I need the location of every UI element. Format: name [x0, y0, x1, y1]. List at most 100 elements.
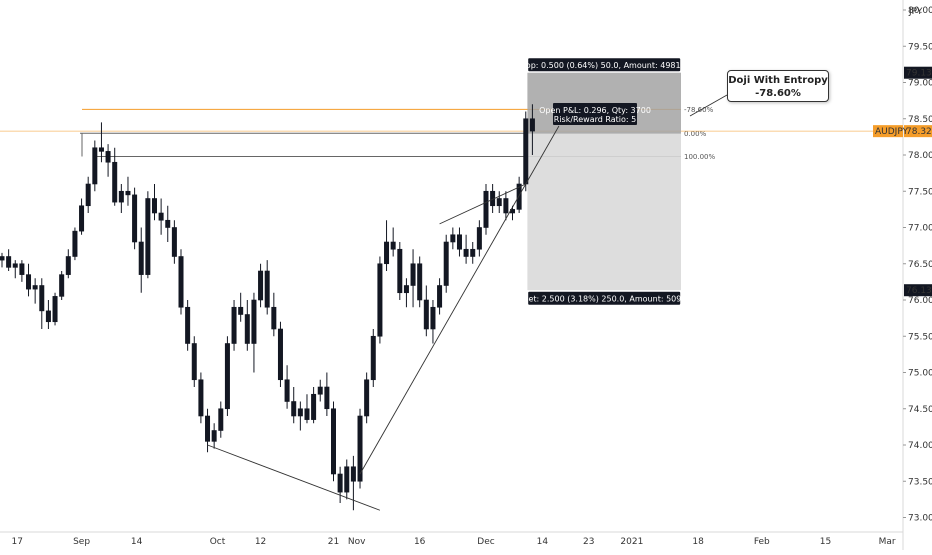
stop-price-tag-bg — [904, 66, 932, 79]
stop-price-tag: 79.135 — [906, 69, 932, 79]
candle-body-57 — [377, 263, 383, 337]
time-tick-label-5: 21 — [328, 537, 339, 547]
target-label-line-0: Target: 2.500 (3.18%) 250.0, Amount: 509… — [511, 295, 697, 304]
candle-body-0 — [0, 256, 5, 261]
candle-body-19 — [125, 190, 131, 196]
price-tick-label-2: 74.00 — [908, 441, 932, 451]
level-label-2: 100.00% — [684, 153, 715, 161]
price-tick-label-3: 74.50 — [908, 405, 932, 415]
candle-body-70 — [463, 248, 469, 257]
trend-lines — [207, 94, 728, 511]
candle-body-40 — [264, 270, 270, 308]
candle-body-25 — [165, 219, 171, 228]
candle-body-21 — [138, 241, 144, 275]
candle-body-30 — [198, 379, 204, 417]
time-tick-label-9: 14 — [537, 537, 549, 547]
candle-body-42 — [277, 328, 283, 381]
candle-body-23 — [151, 198, 157, 214]
candle-body-12 — [79, 205, 85, 232]
last-price-tag-bg — [904, 125, 932, 138]
candle-body-62 — [410, 263, 416, 286]
time-tick-label-15: Mar — [879, 537, 896, 547]
candle-body-11 — [72, 230, 78, 257]
price-tick-label-11: 78.50 — [908, 115, 932, 125]
candle-body-79 — [523, 118, 529, 185]
time-tick-label-3: Oct — [210, 537, 226, 547]
trend-line-2 — [439, 183, 526, 225]
price-tick-label-7: 76.50 — [908, 260, 932, 270]
time-tick-label-0: 17 — [12, 537, 23, 547]
trend-line-0 — [207, 444, 381, 511]
candle-body-73 — [483, 190, 489, 228]
position-tool[interactable] — [527, 72, 681, 291]
target-price-tag-bg — [904, 284, 932, 297]
candle-body-24 — [158, 212, 164, 221]
pnl-label-line-1: Risk/Reward Ratio: 5 — [554, 115, 636, 124]
candle-body-3 — [19, 263, 25, 275]
time-tick-label-6: Nov — [348, 537, 366, 547]
price-tick-label-8: 77.00 — [908, 224, 932, 234]
candle-body-53 — [350, 466, 356, 482]
candle-body-60 — [397, 248, 403, 294]
candle-body-7 — [45, 310, 51, 323]
candle-body-54 — [357, 415, 363, 482]
fib-levels: -78.60% 0.00% 100.00% — [0, 106, 903, 161]
pnl-label-line-0: Open P&L: 0.296, Qty: 3700 — [539, 106, 651, 115]
price-tick-label-0: 73.00 — [908, 514, 932, 524]
candle-body-36 — [238, 306, 244, 315]
candle-body-37 — [244, 314, 250, 344]
candle-body-2 — [12, 263, 18, 268]
candle-body-16 — [105, 151, 111, 163]
target-price-tag: 76.135 — [906, 286, 932, 296]
candle-body-80 — [529, 118, 535, 132]
candle-body-20 — [132, 194, 138, 243]
doji-annotation-callout[interactable]: Doji With Entropy -78.60% — [727, 70, 829, 102]
candle-body-22 — [145, 198, 151, 275]
candle-body-63 — [417, 263, 423, 301]
candle-body-14 — [92, 147, 98, 185]
symbol-tag-bg — [873, 125, 903, 138]
last-price-tag: 78.329 — [906, 127, 932, 137]
time-tick-label-2: 14 — [131, 537, 143, 547]
candle-body-45 — [297, 408, 303, 417]
candle-body-32 — [211, 430, 217, 442]
candle-body-65 — [430, 306, 436, 330]
level-label-1: 0.00% — [684, 130, 707, 138]
candle-body-9 — [59, 274, 65, 297]
candle-body-71 — [470, 248, 476, 257]
candle-body-46 — [304, 408, 310, 420]
stop-label-bg — [528, 58, 681, 72]
candle-body-56 — [370, 335, 376, 381]
candle-body-1 — [6, 256, 12, 268]
candle-body-27 — [178, 256, 184, 308]
annotation-line-1: Doji With Entropy — [728, 75, 828, 86]
candle-body-35 — [231, 306, 237, 344]
stop-label-line-0: Stop: 0.500 (0.64%) 50.0, Amount: 498150 — [518, 61, 691, 70]
price-tick-label-14: 80.00 — [908, 6, 932, 16]
candle-body-75 — [496, 198, 502, 207]
candle-body-34 — [224, 343, 230, 410]
candle-body-49 — [324, 386, 330, 410]
candle-body-6 — [39, 285, 45, 312]
annotation-line-2: -78.60% — [755, 88, 801, 99]
candle-body-15 — [98, 147, 104, 152]
candle-body-64 — [423, 299, 429, 330]
price-tick-label-12: 79.00 — [908, 79, 932, 89]
currency-label: JPY — [908, 7, 923, 17]
candle-body-18 — [118, 190, 124, 203]
time-tick-label-4: 12 — [255, 537, 266, 547]
price-tick-label-9: 77.50 — [908, 187, 932, 197]
candle-body-17 — [112, 161, 118, 203]
time-tick-label-12: 18 — [692, 537, 704, 547]
time-tick-label-8: Dec — [477, 537, 494, 547]
candle-body-10 — [65, 256, 71, 275]
candle-body-4 — [26, 274, 32, 290]
time-tick-label-7: 16 — [414, 537, 426, 547]
candle-body-44 — [291, 401, 297, 417]
candle-body-31 — [205, 415, 211, 442]
time-tick-label-10: 23 — [583, 537, 594, 547]
position-labels: Stop: 0.500 (0.64%) 50.0, Amount: 498150… — [511, 58, 697, 305]
level-label-0: -78.60% — [684, 106, 714, 114]
